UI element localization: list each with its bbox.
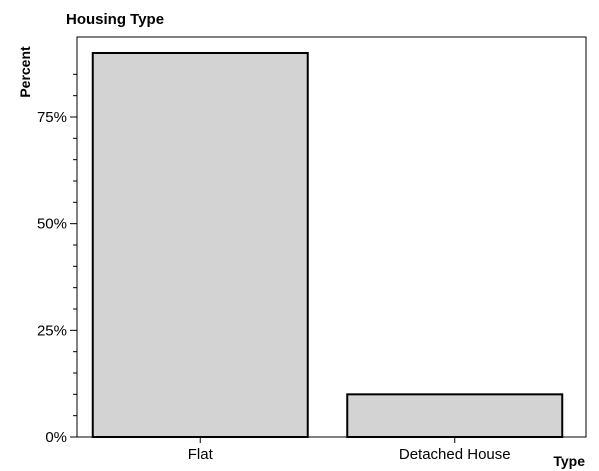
y-axis-label: Percent: [17, 46, 33, 98]
y-tick-label: 50%: [37, 216, 67, 233]
chart-title: Housing Type: [66, 11, 164, 28]
y-axis: 0% 25% 50% 75%: [37, 73, 77, 446]
y-tick-label: 25%: [37, 322, 67, 339]
x-tick-label: Flat: [188, 446, 214, 463]
y-tick-label: 0%: [45, 429, 67, 446]
x-tick-label: Detached House: [399, 446, 511, 463]
x-axis: Flat Detached House: [188, 437, 511, 463]
bar-flat: [91, 52, 309, 438]
x-axis-label: Type: [553, 453, 585, 469]
plot-area-frame: [76, 36, 587, 438]
y-tick-label: 75%: [37, 109, 67, 126]
bar-detached-house: [346, 393, 564, 439]
bars: [91, 52, 564, 439]
